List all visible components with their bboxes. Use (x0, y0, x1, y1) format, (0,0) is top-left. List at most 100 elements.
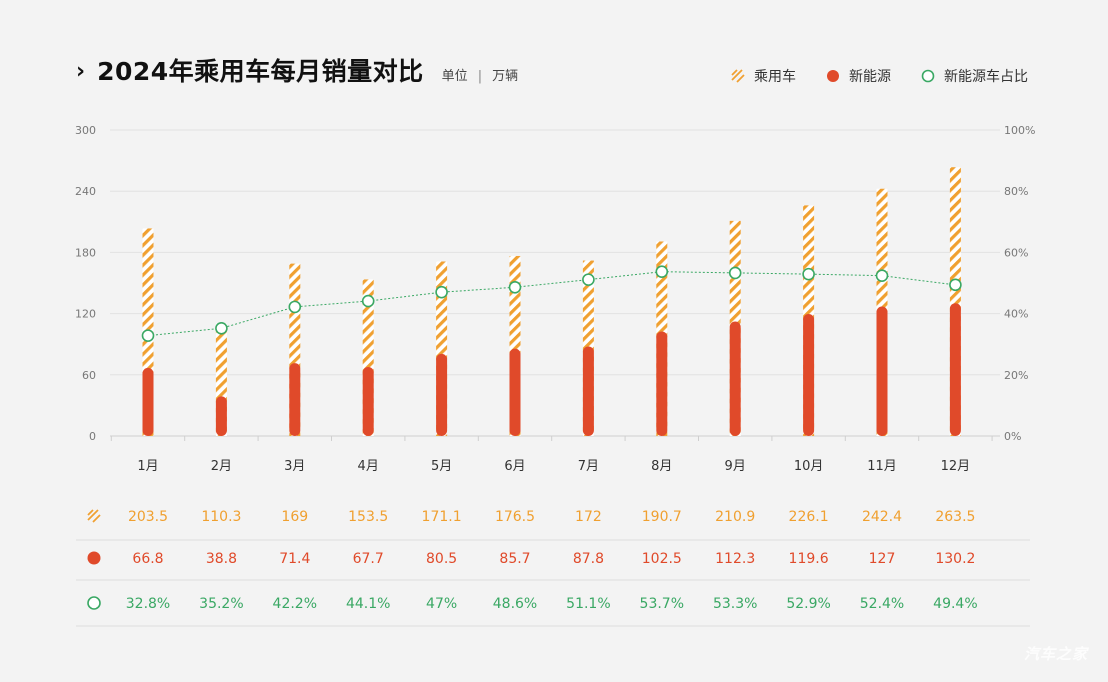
table-cell: 171.1 (422, 509, 462, 525)
hatched-swatch-icon (731, 69, 745, 83)
table-cell: 242.4 (862, 509, 902, 525)
share-point (655, 265, 669, 278)
y-tick-label: 60 (82, 369, 96, 382)
table-cell: 226.1 (789, 509, 829, 525)
nev-bar (436, 353, 448, 436)
y2-tick-label: 0% (1004, 430, 1021, 443)
y2-tick-label: 20% (1004, 369, 1028, 382)
unit-value: 万辆 (492, 69, 519, 84)
filled-circle-icon (827, 70, 839, 82)
y-tick-label: 120 (75, 308, 96, 321)
nev-bar (876, 306, 888, 436)
share-point (435, 285, 448, 299)
table-cell: 32.8% (126, 596, 170, 612)
legend-label-nev: 新能源 (849, 69, 891, 85)
x-tick-label: 11月 (867, 459, 897, 474)
table-cell: 71.4 (279, 551, 310, 567)
y-tick-label: 180 (75, 246, 96, 259)
y2-tick-label: 60% (1004, 246, 1028, 259)
table-cell: 53.3% (713, 596, 757, 612)
legend-item-passenger: 乘用车 (731, 66, 796, 86)
filled-circle-row-icon (87, 551, 101, 565)
chart-header: › 2024年乘用车每月销量对比 单位 | 万辆 (76, 52, 518, 88)
share-point (361, 294, 375, 308)
chevron-right-icon: › (76, 59, 86, 84)
share-point (215, 321, 228, 335)
legend-label-passenger: 乘用车 (754, 69, 796, 85)
nev-bar (582, 346, 594, 436)
watermark-logo: 汽车之家 (1023, 645, 1088, 663)
table-cell: 85.7 (499, 551, 530, 567)
passenger-bar (215, 323, 227, 436)
table-cell: 127 (869, 551, 896, 567)
table-cell: 263.5 (935, 509, 975, 525)
y-tick-label: 0 (89, 430, 96, 443)
y2-tick-label: 40% (1004, 308, 1028, 321)
table-cell: 52.9% (786, 596, 830, 612)
table-cell: 49.4% (933, 596, 977, 612)
nev-bar (509, 348, 521, 436)
x-tick-label: 8月 (651, 459, 672, 474)
x-tick-label: 5月 (431, 459, 452, 474)
nev-bar (362, 366, 374, 436)
legend-label-share: 新能源车占比 (944, 69, 1028, 85)
x-tick-label: 7月 (578, 459, 599, 474)
table-cell: 42.2% (273, 596, 317, 612)
unit-separator: | (477, 69, 483, 84)
share-line (147, 271, 956, 337)
hollow-circle-row-icon (87, 596, 101, 610)
table-cell: 51.1% (566, 596, 610, 612)
x-tick-label: 3月 (284, 459, 305, 474)
unit-label: 单位 (441, 69, 468, 84)
table-cell: 87.8 (573, 551, 604, 567)
passenger-bar (436, 261, 448, 436)
share-point (802, 267, 815, 281)
table-cell: 119.6 (789, 551, 829, 567)
y-tick-label: 240 (75, 185, 96, 198)
nev-bar (656, 331, 668, 436)
nev-bar (803, 314, 815, 436)
share-point (141, 329, 155, 342)
passenger-bar (362, 279, 374, 436)
table-cell: 53.7% (640, 596, 684, 612)
table-cell: 67.7 (353, 551, 384, 567)
share-point (288, 300, 302, 314)
passenger-bar (289, 263, 301, 436)
table-cell: 48.6% (493, 596, 537, 612)
table-cell: 110.3 (201, 509, 241, 525)
table-cell: 52.4% (860, 596, 904, 612)
y2-tick-label: 80% (1004, 185, 1028, 198)
share-point (508, 280, 522, 294)
table-cell: 80.5 (426, 551, 457, 567)
table-cell: 47% (426, 596, 457, 612)
table-cell: 35.2% (199, 596, 243, 612)
chart-title: 2024年乘用车每月销量对比 (97, 57, 424, 86)
share-point (582, 273, 595, 286)
table-cell: 66.8 (132, 551, 163, 567)
nev-bar (215, 396, 227, 436)
table-cell: 44.1% (346, 596, 390, 612)
x-tick-label: 2月 (211, 459, 232, 474)
chart-legend: 乘用车 新能源 新能源车占比 (701, 66, 1028, 86)
table-cell: 153.5 (348, 509, 388, 525)
share-point (875, 269, 889, 282)
x-tick-label: 12月 (941, 459, 971, 474)
nev-bar (949, 303, 961, 436)
table-cell: 169 (281, 509, 308, 525)
share-point (949, 278, 962, 292)
table-cell: 38.8 (206, 551, 237, 567)
table-cell: 203.5 (128, 509, 168, 525)
x-tick-label: 1月 (137, 459, 158, 474)
x-tick-label: 4月 (358, 459, 379, 474)
table-cell: 172 (575, 509, 602, 525)
table-cell: 112.3 (715, 551, 755, 567)
table-cell: 190.7 (642, 509, 682, 525)
hatch-stroke (92, 514, 101, 523)
nev-bar (289, 363, 301, 436)
nev-bar (142, 367, 154, 436)
y2-tick-label: 100% (1004, 124, 1035, 137)
table-cell: 176.5 (495, 509, 535, 525)
passenger-bar (949, 167, 961, 437)
